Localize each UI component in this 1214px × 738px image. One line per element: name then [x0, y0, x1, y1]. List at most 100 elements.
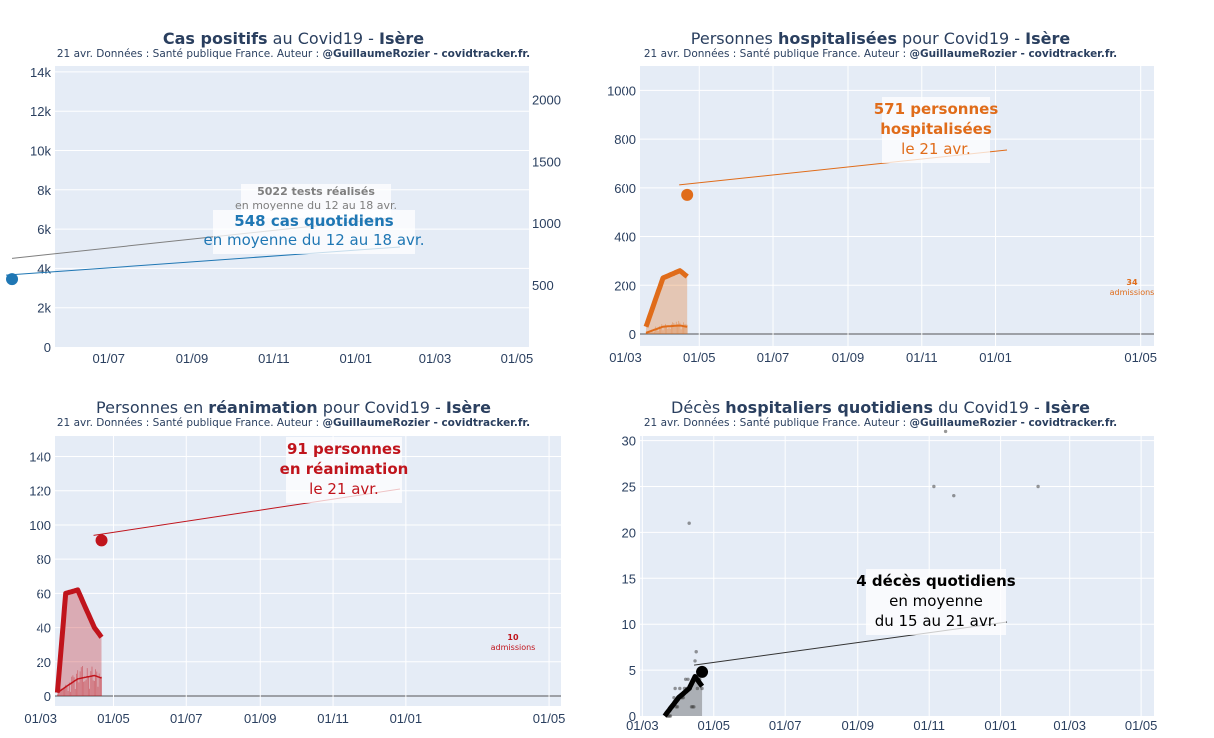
hosp-last-point [681, 188, 694, 201]
y-tick-label: 5 [629, 663, 636, 678]
x-tick-label: 01/03 [419, 351, 452, 366]
tests-annotation-line: en moyenne du 12 au 18 avr. [235, 199, 397, 212]
hosp-line [643, 268, 689, 328]
x-tick-label: 01/09 [244, 711, 277, 726]
rea-annotation-line: le 21 avr. [309, 480, 379, 498]
daily-death-point [952, 493, 956, 498]
y-tick-label: 20 [622, 525, 636, 540]
x-tick-label: 01/01 [340, 351, 373, 366]
chart-svg: 0 5 10 15 20 25 30 01/03 01/05 01/07 01/09 01/11 01/… [622, 429, 1158, 733]
rea-annotation-line: en réanimation [280, 460, 409, 478]
daily-death-point [700, 686, 704, 691]
y-tick-label: 40 [37, 621, 51, 636]
chart-panel-hospitalisations: Personnes hospitalisées pour Covid19 - I… [607, 0, 1214, 369]
admissions-annotation-value: 10 [507, 633, 519, 642]
y-tick-label: 8k [37, 183, 51, 198]
rea-line [54, 587, 104, 693]
y-tick-label: 100 [29, 518, 51, 533]
x-tick-label: 01/07 [170, 711, 203, 726]
x-tick-label: 01/11 [913, 718, 945, 733]
x-tick-label: 01/03 [1053, 718, 1086, 733]
x-tick-label: 01/05 [533, 711, 566, 726]
x-tick-label: 01/01 [390, 711, 423, 726]
chart-title: Personnes hospitalisées pour Covid19 - I… [690, 29, 1071, 48]
y-tick-label: 15 [622, 571, 636, 586]
daily-death-point [672, 695, 676, 700]
y2-tick-label: 1000 [532, 216, 561, 231]
x-tick-label: 01/03 [609, 350, 642, 365]
chart-panel-cas-positifs: Cas positifs au Covid19 - Isère 21 avr. … [0, 0, 607, 369]
daily-death-point [692, 705, 696, 709]
admissions-annotation-label: admissions [491, 643, 536, 652]
daily-death-point [943, 429, 948, 434]
y2-tick-label: 500 [532, 278, 554, 293]
y-tick-label: 30 [622, 434, 636, 449]
daily-death-point [1036, 484, 1040, 489]
y-tick-label: 0 [44, 689, 51, 704]
chart-subtitle: 21 avr. Données : Santé publique France.… [56, 417, 531, 429]
x-tick-label: 01/05 [683, 350, 716, 365]
hosp-area [646, 270, 688, 334]
deaths-annotation-bg [866, 569, 1006, 635]
deaths-line [662, 674, 705, 718]
x-tick-label: 01/05 [1125, 718, 1158, 733]
x-tick-label: 01/07 [92, 351, 125, 366]
y-tick-label: 1000 [607, 83, 636, 98]
hosp-annotation-line: le 21 avr. [901, 140, 971, 158]
daily-death-point [695, 686, 700, 691]
y-tick-label: 0 [44, 340, 51, 355]
cases-annotation-bg [213, 210, 415, 254]
tests-annotation-line: 5022 tests réalisés [257, 185, 375, 198]
chart-title: Personnes en réanimation pour Covid19 - … [96, 398, 491, 417]
admissions-line [645, 324, 688, 334]
x-tick-label: 01/11 [258, 351, 290, 366]
daily-death-point [687, 521, 691, 525]
cases-annotation-line: en moyenne du 12 au 18 avr. [203, 231, 424, 249]
deaths-annotation-line: du 15 au 21 avr. [875, 612, 998, 630]
x-tick-label: 01/03 [24, 711, 57, 726]
chart-title: Cas positifs au Covid19 - Isère [162, 29, 425, 48]
cases-annotation-line: 548 cas quotidiens [234, 212, 393, 230]
daily-death-point [668, 714, 673, 718]
x-tick-label: 01/09 [842, 718, 875, 733]
x-tick-label: 01/09 [832, 350, 865, 365]
hosp-annotation-bg [882, 97, 990, 163]
y-tick-label: 25 [622, 479, 636, 494]
x-tick-label: 01/11 [317, 711, 349, 726]
deaths-last-point [696, 665, 709, 678]
daily-death-point [683, 677, 688, 681]
x-tick-label: 01/07 [757, 350, 790, 365]
y-tick-label: 10 [622, 617, 636, 632]
daily-death-point [693, 659, 697, 663]
daily-death-point [694, 650, 698, 654]
y-tick-label: 6k [37, 222, 51, 237]
daily-death-point [932, 484, 936, 489]
chart-subtitle: 21 avr. Données : Santé publique France.… [56, 48, 531, 60]
x-tick-label: 01/05 [1124, 350, 1157, 365]
y-tick-label: 14k [30, 65, 51, 80]
y-tick-label: 60 [37, 586, 51, 601]
chart-panel-reanimation: Personnes en réanimation pour Covid19 - … [0, 369, 607, 738]
admissions-annotation-label: admissions [1110, 288, 1155, 297]
x-tick-label: 01/05 [697, 718, 730, 733]
cases-last-point [6, 273, 19, 286]
y-tick-label: 12k [30, 104, 51, 119]
y-tick-label: 2k [37, 301, 51, 316]
admissions-annotation-value: 34 [1126, 278, 1138, 287]
hosp-annotation-line: 571 personnes [874, 100, 999, 118]
chart-title: Décès hospitaliers quotidiens du Covid19… [671, 398, 1090, 417]
x-tick-label: 01/05 [501, 351, 534, 366]
y-tick-label: 80 [37, 552, 51, 567]
x-tick-label: 01/03 [626, 718, 659, 733]
x-tick-label: 01/01 [984, 718, 1017, 733]
y-tick-label: 120 [29, 484, 51, 499]
rea-last-point [95, 534, 108, 547]
x-tick-label: 01/01 [979, 350, 1012, 365]
x-tick-label: 01/11 [906, 350, 938, 365]
y-tick-label: 20 [37, 655, 51, 670]
x-tick-label: 01/07 [769, 718, 802, 733]
y-tick-label: 140 [29, 450, 51, 465]
daily-death-point [686, 677, 690, 681]
daily-death-point [675, 705, 680, 709]
